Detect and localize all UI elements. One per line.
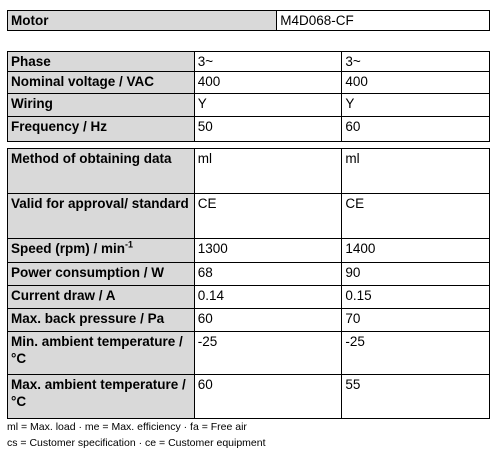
- cell-text: ml: [197, 151, 213, 166]
- cell-text: 70: [345, 311, 361, 326]
- cell-text: ml: [345, 151, 360, 166]
- cell-text: M4D068-CF: [280, 13, 354, 28]
- cell-value: M4D068-CF: [276, 10, 490, 31]
- row-label: Phase: [7, 51, 195, 72]
- cell-text: 60: [197, 377, 213, 392]
- cell-text: 60: [197, 311, 213, 326]
- table-row: Min. ambient temperature / °C -25 -25: [7, 331, 490, 375]
- cell-text: Max. back pressure / Pa: [11, 311, 165, 326]
- table-row: Power consumption / W 68 90: [7, 262, 490, 286]
- cell-value: Y: [193, 93, 343, 117]
- cell-value: 50: [193, 116, 343, 142]
- row-label: Wiring: [7, 93, 195, 117]
- cell-value: ml: [341, 148, 490, 194]
- cell-value: 0.15: [341, 285, 490, 309]
- row-label: Motor: [6, 10, 278, 31]
- cell-value: 60: [341, 116, 490, 142]
- cell-text: -25: [345, 334, 365, 349]
- cell-value: 55: [341, 374, 490, 419]
- cell-value: 90: [341, 262, 490, 286]
- cell-value: 3~: [341, 51, 490, 72]
- row-label: Power consumption / W: [7, 262, 195, 286]
- cell-text: Max. ambient temperature / °C: [11, 377, 186, 409]
- cell-value: 3~: [193, 51, 343, 72]
- cell-text: 68: [197, 265, 213, 280]
- cell-value: 1400: [341, 238, 490, 263]
- table-row: Max. ambient temperature / °C 60 55: [7, 374, 490, 419]
- cell-text: CE: [197, 196, 217, 211]
- table-row: Current draw / A 0.14 0.15: [7, 285, 490, 309]
- cell-value: 400: [193, 71, 343, 94]
- row-label: Current draw / A: [7, 285, 195, 309]
- cell-value: CE: [341, 193, 490, 239]
- cell-text: Y: [197, 96, 207, 111]
- table-row: Speed (rpm) / min-1 1300 1400: [7, 238, 490, 263]
- cell-value: -25: [193, 331, 343, 375]
- cell-text: Power consumption / W: [11, 265, 165, 280]
- cell-value: 70: [341, 308, 490, 332]
- spec-table: Phase 3~ 3~ Nominal voltage / VAC 400 400 Wiri…: [7, 51, 490, 142]
- table-row: Valid for approval/ standard CE CE: [7, 193, 490, 239]
- cell-text: 1300: [197, 241, 228, 256]
- cell-text: Current draw / A: [11, 288, 116, 303]
- cell-text: Y: [345, 96, 355, 111]
- cell-text: 400: [197, 74, 221, 89]
- cell-value: CE: [193, 193, 343, 239]
- cell-text: Frequency / Hz: [11, 119, 108, 134]
- cell-value: 60: [193, 308, 343, 332]
- cell-text: Wiring: [11, 96, 53, 111]
- row-label: Min. ambient temperature / °C: [7, 331, 195, 375]
- spec-table: Method of obtaining data ml ml Valid for ap…: [7, 148, 490, 419]
- cell-text: 0.14: [197, 288, 225, 303]
- table-row: Phase 3~ 3~: [7, 51, 490, 72]
- cell-text: Min. ambient temperature / °C: [11, 334, 183, 366]
- row-label: Valid for approval/ standard: [7, 193, 195, 239]
- cell-text: Valid for approval/ standard: [11, 196, 189, 211]
- cell-text: 50: [197, 119, 213, 134]
- table-row: Wiring Y Y: [7, 93, 490, 117]
- cell-text: Speed (rpm) / min: [11, 241, 126, 256]
- footnote: ml = Max. load · me = Max. efficiency · …: [7, 421, 247, 433]
- table-row: Motor M4D068-CF: [6, 10, 490, 31]
- row-label: Max. ambient temperature / °C: [7, 374, 195, 419]
- cell-text: 3~: [197, 54, 214, 69]
- cell-value: ml: [193, 148, 343, 194]
- spec-table: Motor M4D068-CF: [6, 10, 490, 31]
- cell-text: 1400: [345, 241, 376, 256]
- row-label: Method of obtaining data: [7, 148, 195, 194]
- cell-text: 400: [345, 74, 368, 89]
- unit-exponent: -1: [125, 239, 134, 250]
- cell-text: Method of obtaining data: [11, 151, 172, 166]
- row-label: Speed (rpm) / min-1: [7, 238, 195, 263]
- cell-text: 3~: [345, 54, 361, 69]
- table-row: Method of obtaining data ml ml: [7, 148, 490, 194]
- cell-text: CE: [345, 196, 365, 211]
- row-label: Nominal voltage / VAC: [7, 71, 195, 94]
- cell-text: -25: [197, 334, 218, 349]
- footnote: cs = Customer specification · ce = Custo…: [7, 437, 266, 449]
- table-row: Max. back pressure / Pa 60 70: [7, 308, 490, 332]
- cell-text: Nominal voltage / VAC: [11, 74, 155, 89]
- table-row: Nominal voltage / VAC 400 400: [7, 71, 490, 94]
- cell-value: 60: [193, 374, 343, 419]
- cell-value: Y: [341, 93, 490, 117]
- cell-value: -25: [341, 331, 490, 375]
- table-row: Frequency / Hz 50 60: [7, 116, 490, 142]
- cell-value: 400: [341, 71, 490, 94]
- cell-value: 0.14: [193, 285, 343, 309]
- cell-text: 55: [345, 377, 361, 392]
- cell-text: 90: [345, 265, 361, 280]
- cell-text: Phase: [11, 54, 51, 69]
- cell-text: Motor: [11, 13, 49, 28]
- cell-value: 1300: [193, 238, 343, 263]
- row-label: Frequency / Hz: [7, 116, 195, 142]
- row-label: Max. back pressure / Pa: [7, 308, 195, 332]
- cell-text: 60: [345, 119, 361, 134]
- cell-text: 0.15: [345, 288, 372, 303]
- cell-value: 68: [193, 262, 343, 286]
